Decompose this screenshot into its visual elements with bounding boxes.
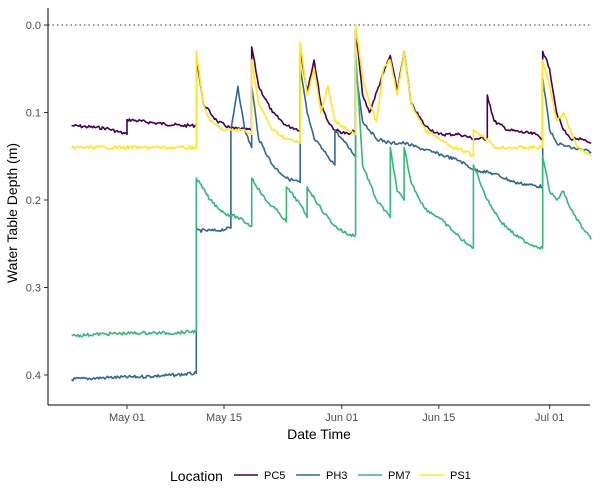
legend: Location PC5 PH3 PM7 PS1 bbox=[170, 468, 471, 484]
y-tick-label: 0.0 bbox=[26, 20, 41, 32]
legend-label-pm7: PM7 bbox=[388, 470, 411, 482]
y-tick-label: 0.4 bbox=[26, 370, 41, 382]
legend-label-pc5: PC5 bbox=[264, 470, 285, 482]
series-line-pm7 bbox=[71, 50, 592, 338]
x-tick-label: May 01 bbox=[109, 412, 145, 424]
x-tick-label: Jul 01 bbox=[535, 412, 564, 424]
legend-title: Location bbox=[170, 468, 223, 484]
y-tick-label: 0.1 bbox=[26, 108, 41, 120]
plot-area bbox=[48, 24, 592, 382]
series-line-ps1 bbox=[70, 24, 592, 157]
x-axis-ticks: May 01 May 15 Jun 01 Jun 15 Jul 01 bbox=[109, 405, 564, 424]
x-tick-label: May 15 bbox=[206, 412, 242, 424]
x-tick-label: Jun 15 bbox=[422, 412, 455, 424]
x-axis-title: Date Time bbox=[287, 426, 351, 442]
legend-label-ph3: PH3 bbox=[326, 470, 347, 482]
y-tick-label: 0.2 bbox=[26, 195, 41, 207]
y-axis-title: Water Table Depth (m) bbox=[4, 143, 20, 283]
y-axis-ticks: 0.0 0.1 0.2 0.3 0.4 bbox=[26, 20, 48, 382]
series-line-pc5 bbox=[71, 28, 592, 144]
legend-label-ps1: PS1 bbox=[450, 470, 471, 482]
y-tick-label: 0.3 bbox=[26, 283, 41, 295]
series-layer bbox=[70, 24, 592, 382]
x-tick-label: Jun 01 bbox=[325, 412, 358, 424]
series-line-ph3 bbox=[71, 68, 592, 382]
